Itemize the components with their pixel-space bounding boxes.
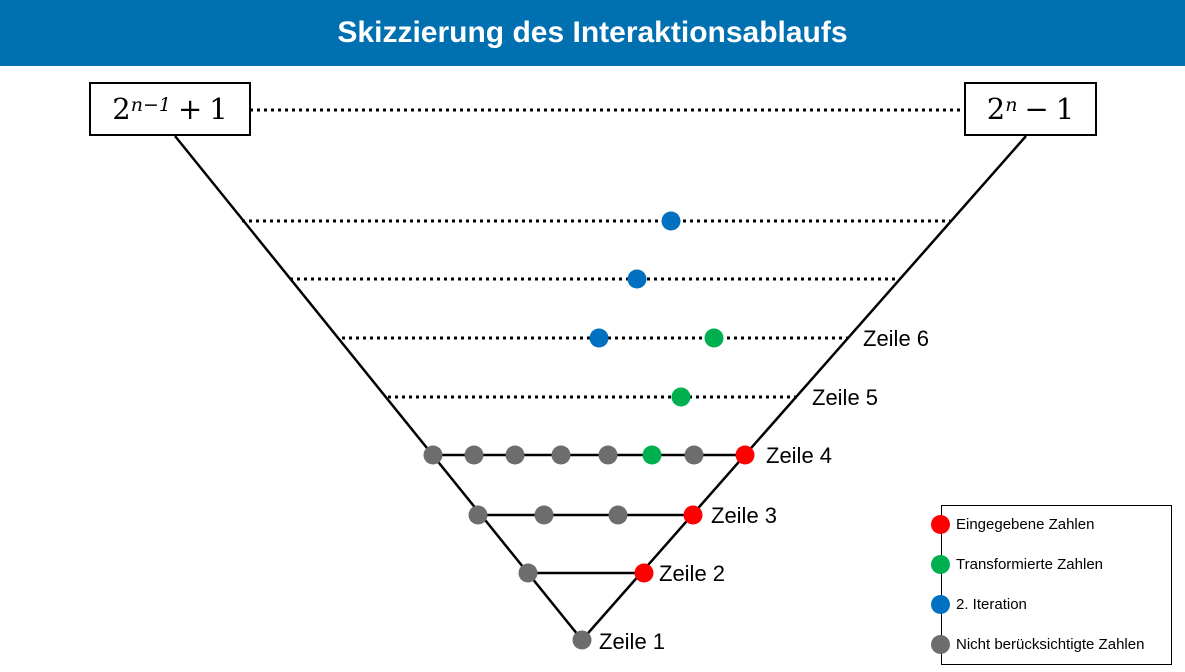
dot-transformed-row5 [671, 387, 691, 407]
dot-iteration-3 [589, 328, 609, 348]
left-operand: 1 [209, 92, 228, 126]
legend-dot-ignored [931, 634, 950, 654]
v-right-edge [581, 135, 1027, 641]
right-operand: 1 [1055, 92, 1075, 126]
right-base: 2 [986, 92, 1006, 126]
page-title: Skizzierung des Interaktionsablaufs [0, 0, 1185, 66]
row-label-1: Zeile 1 [599, 629, 666, 654]
dot-input-row2 [634, 563, 654, 583]
left-exponent: n−1 [130, 94, 171, 116]
row-label-3: Zeile 3 [711, 503, 778, 528]
right-bound-box: 2 n −1 [964, 82, 1097, 136]
legend-item-iteration: 2. Iteration [931, 592, 1027, 616]
right-operator: − [1024, 92, 1049, 126]
legend-label-iteration: 2. Iteration [956, 595, 1027, 613]
row-label-4: Zeile 4 [766, 443, 833, 468]
right-exponent: n [1005, 94, 1018, 116]
legend-item-transformed: Transformierte Zahlen [931, 552, 1103, 576]
dot-transformed-row6 [704, 328, 724, 348]
legend-item-input: Eingegebene Zahlen [931, 512, 1095, 536]
dot-ignored [551, 445, 571, 465]
left-bound-box: 2 n−1 +1 [89, 82, 251, 136]
v-left-edge [174, 135, 583, 641]
legend-dot-iteration [931, 594, 950, 614]
dot-ignored [598, 445, 618, 465]
legend-dot-input [931, 514, 950, 534]
dot-iteration-1 [661, 211, 681, 231]
dot-ignored [684, 445, 704, 465]
legend-label-transformed: Transformierte Zahlen [956, 555, 1103, 573]
dot-input-row3 [683, 505, 703, 525]
dot-ignored [518, 563, 538, 583]
dot-ignored [608, 505, 628, 525]
dot-ignored-row1 [572, 630, 592, 650]
left-operator: + [177, 92, 203, 126]
dots [423, 211, 755, 650]
page-title-text: Skizzierung des Interaktionsablaufs [337, 16, 848, 49]
legend-item-ignored: Nicht berücksichtigte Zahlen [931, 632, 1145, 656]
row-label-2: Zeile 2 [659, 561, 726, 586]
dot-iteration-2 [627, 269, 647, 289]
dot-transformed-row4 [642, 445, 662, 465]
dot-ignored [534, 505, 554, 525]
row-label-5: Zeile 5 [812, 385, 879, 410]
dot-ignored [423, 445, 443, 465]
dot-ignored [505, 445, 525, 465]
row-label-6: Zeile 6 [863, 326, 930, 351]
dot-ignored [464, 445, 484, 465]
left-base: 2 [112, 92, 131, 126]
legend-dot-transformed [931, 554, 950, 574]
legend: Eingegebene Zahlen Transformierte Zahlen… [931, 505, 1172, 665]
dot-ignored [468, 505, 488, 525]
legend-label-input: Eingegebene Zahlen [956, 515, 1095, 533]
dot-input-row4 [735, 445, 755, 465]
legend-label-ignored: Nicht berücksichtigte Zahlen [956, 635, 1145, 653]
